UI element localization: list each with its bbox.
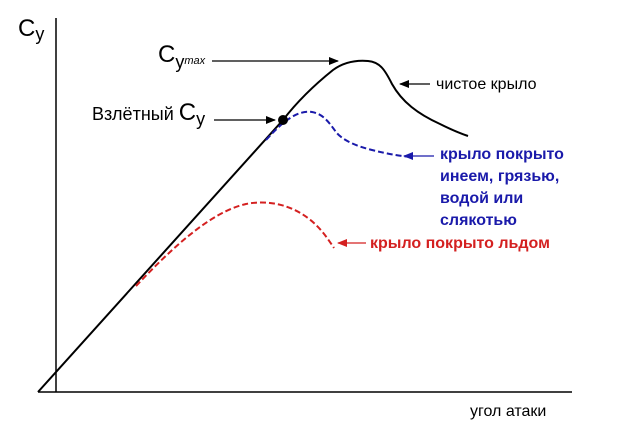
cymax-label: Cymax	[158, 41, 206, 72]
ice-wing-curve	[135, 201, 335, 287]
clean-wing-label: чистое крыло	[436, 76, 537, 93]
y-axis-label: Cy	[18, 15, 44, 44]
x-axis-label: угол атаки	[470, 403, 546, 420]
frost-wing-curve	[265, 110, 413, 158]
clean-wing-curve	[37, 59, 469, 393]
ice-wing-label: крыло покрыто льдом	[370, 235, 550, 252]
takeoff-label: Взлётный Cy	[92, 99, 205, 129]
takeoff-point	[278, 115, 288, 125]
frost-wing-label: крыло покрыто инеем, грязью, водой или с…	[440, 146, 568, 229]
